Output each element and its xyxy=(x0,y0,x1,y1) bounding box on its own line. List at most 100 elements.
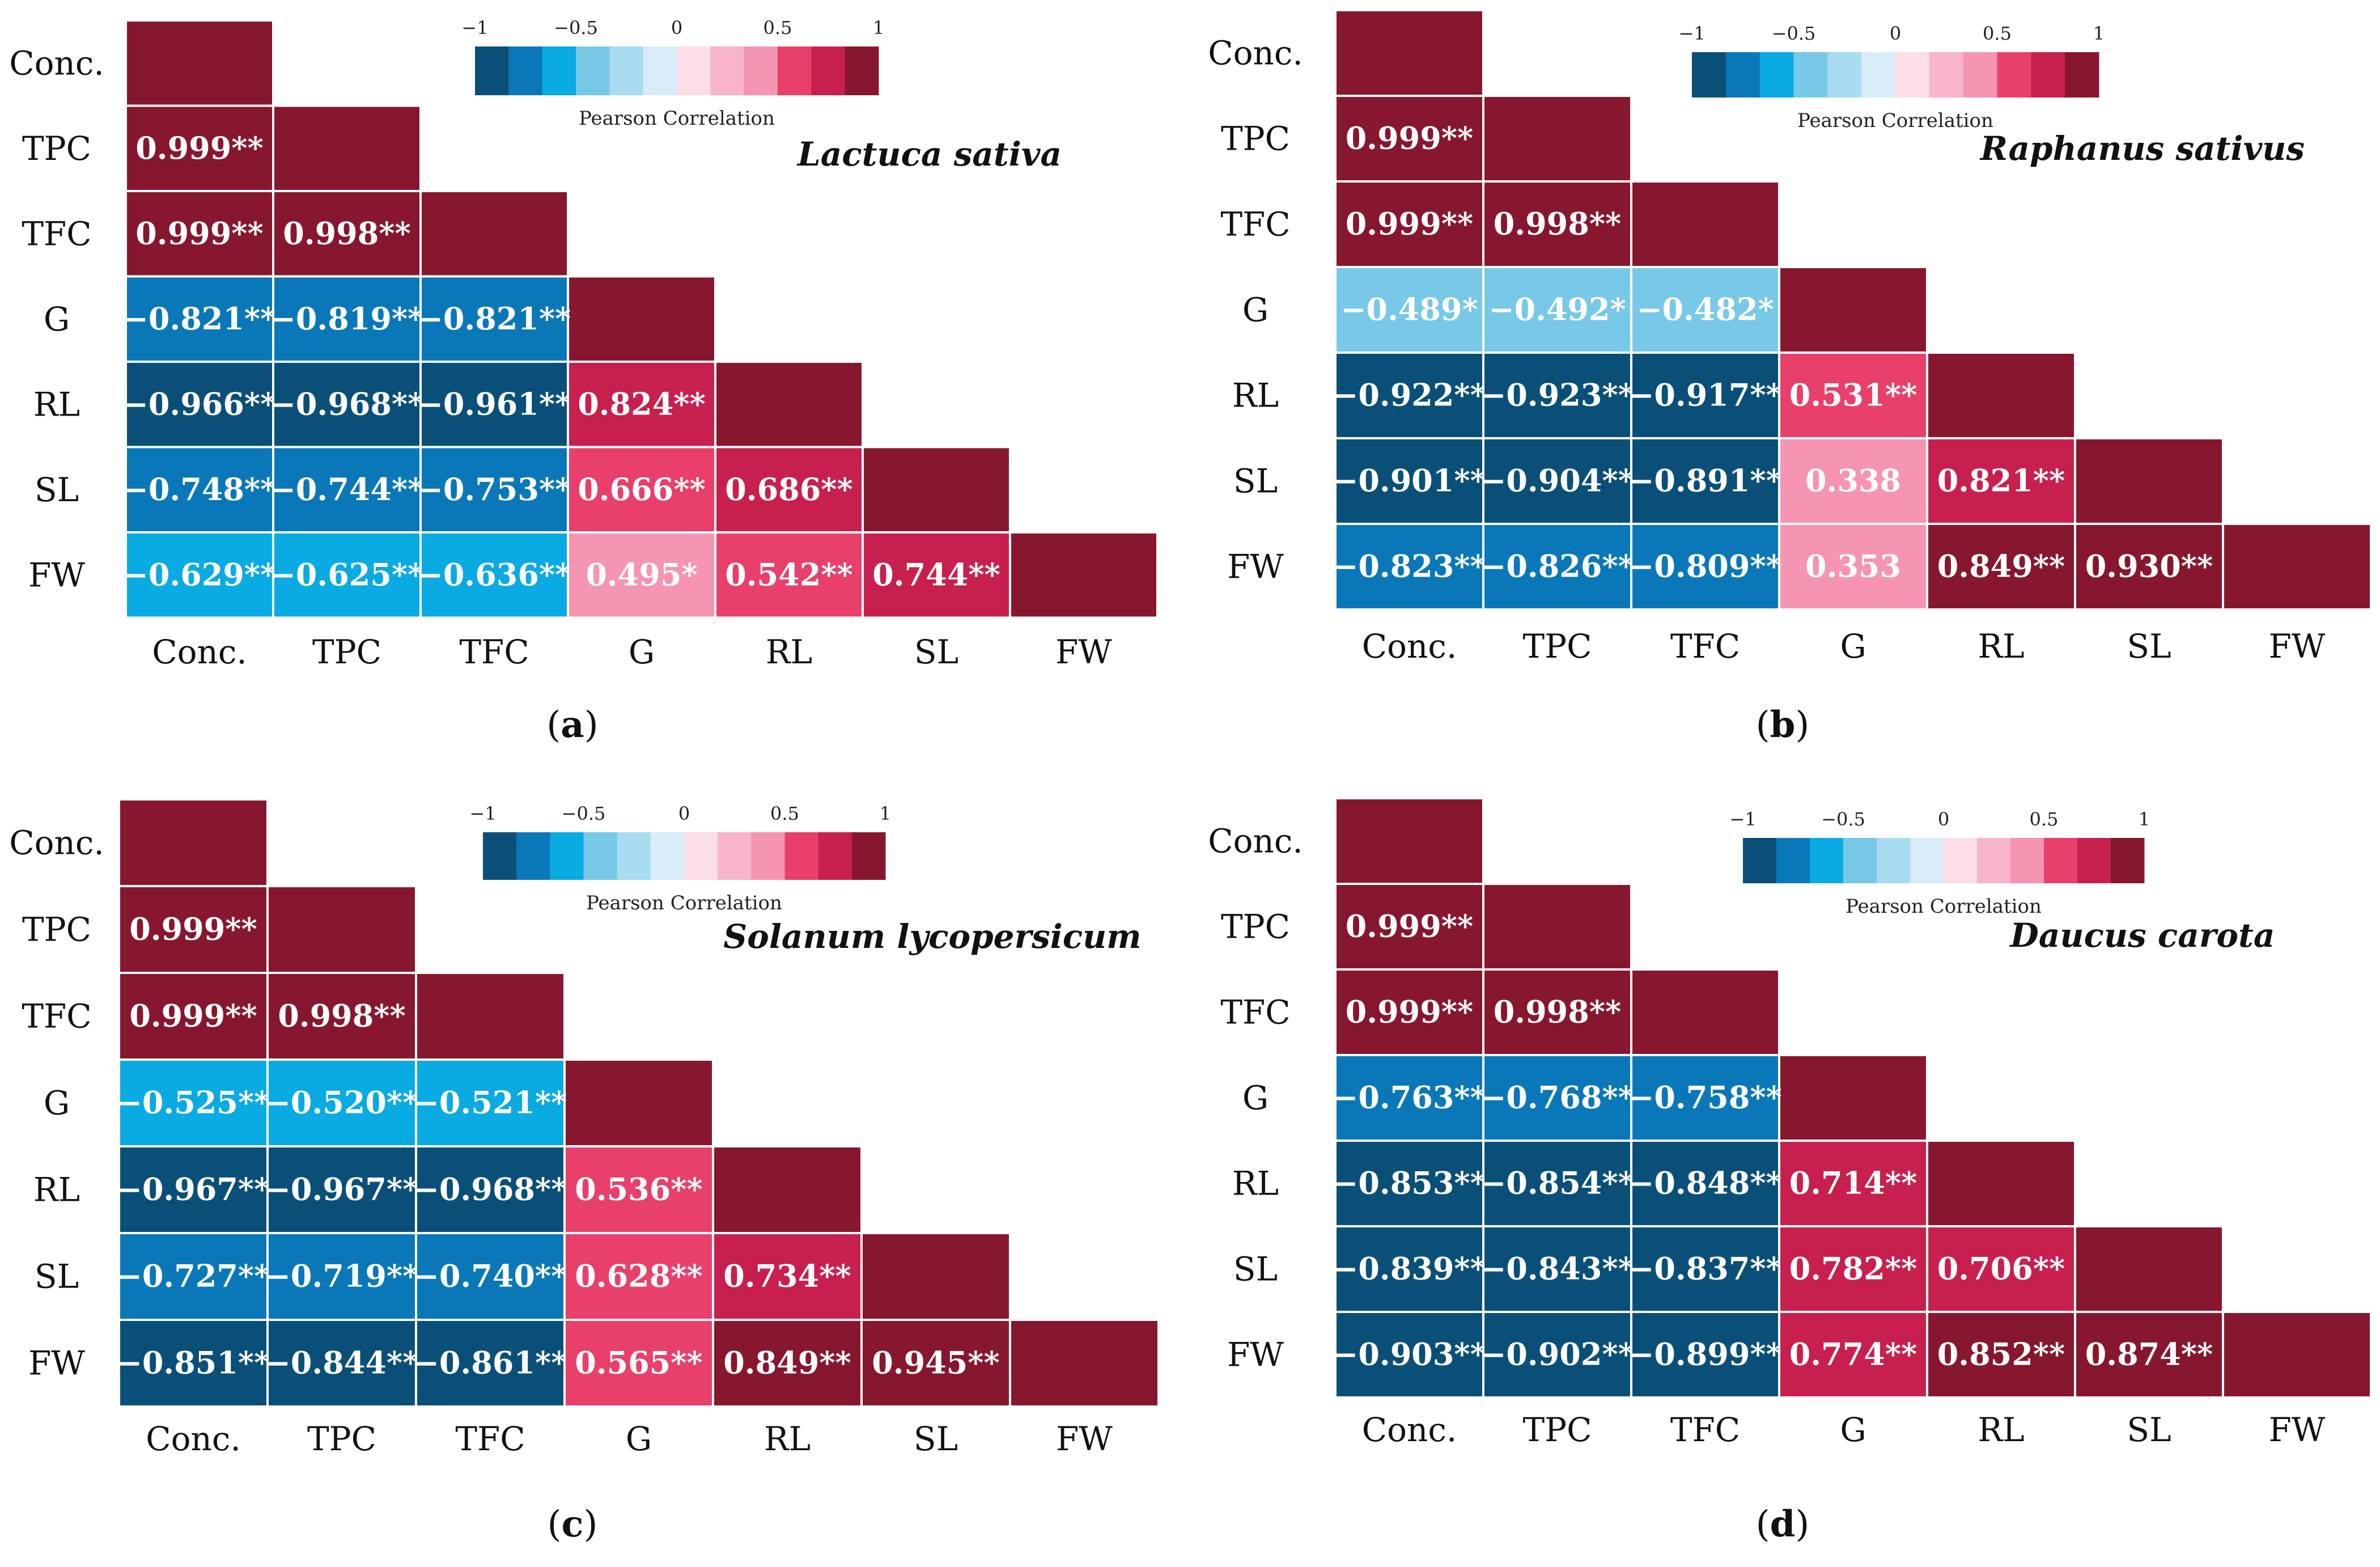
row-label: TFC xyxy=(1220,993,1290,1032)
colorbar-tick-label: 0.5 xyxy=(2030,808,2059,830)
column-label: TPC xyxy=(312,633,381,671)
colorbar-tick-label: 1 xyxy=(2093,23,2105,44)
heatmap-cell-label: −0.967** xyxy=(117,1171,270,1208)
heatmap-diagonal-cell xyxy=(1630,180,1780,268)
heatmap-cell-label: −0.854** xyxy=(1480,1165,1634,1201)
column-label: TFC xyxy=(1670,627,1740,666)
heatmap-cell xyxy=(1778,523,1928,611)
heatmap-cell xyxy=(1482,968,1632,1056)
heatmap-diagonal-cell xyxy=(1334,9,1484,97)
heatmap-diagonal-cell xyxy=(2074,437,2224,525)
colorbar-tick-label: −1 xyxy=(1729,808,1756,830)
heatmap-cell xyxy=(1334,1054,1484,1142)
colorbar-tick-label: 0 xyxy=(1890,23,1901,44)
colorbar-tick-label: 0.5 xyxy=(1983,23,2012,44)
heatmap-cell-label: 0.495* xyxy=(586,556,697,592)
heatmap-cell-label: −0.821** xyxy=(418,300,571,337)
column-label: RL xyxy=(1978,627,2024,666)
heatmap-cell xyxy=(266,972,417,1061)
row-label: TPC xyxy=(22,910,91,949)
heatmap-cell-label: −0.492* xyxy=(1488,291,1626,328)
column-label: Conc. xyxy=(152,633,247,671)
panel-label: (b) xyxy=(1756,704,1810,746)
column-label: FW xyxy=(1055,633,1112,671)
heatmap-diagonal-cell xyxy=(1926,351,2076,439)
heatmap-cell xyxy=(1926,1311,2076,1399)
heatmap-cell-label: 0.821** xyxy=(1937,463,2065,499)
heatmap-cell xyxy=(118,1232,269,1321)
heatmap-cell xyxy=(1630,1140,1780,1227)
colorbar-swatch xyxy=(1997,52,2031,98)
colorbar-swatch xyxy=(1861,52,1896,98)
colorbar-swatch xyxy=(710,46,745,95)
colorbar: −1 −0.5 0 0.5 1 Pearson Correlation xyxy=(461,17,884,130)
colorbar-swatch xyxy=(1827,52,1862,98)
heatmap-cell-label: 0.999** xyxy=(129,911,257,947)
column-label: Conc. xyxy=(1362,1411,1457,1449)
heatmap-cell-label: 0.999** xyxy=(129,998,257,1034)
colorbar-swatch xyxy=(1776,838,1810,883)
heatmap-cell-label: −0.899** xyxy=(1628,1336,1782,1373)
heatmap-cell-label: 0.774** xyxy=(1789,1336,1917,1373)
colorbar-swatch xyxy=(2031,52,2065,98)
heatmap-cell-label: 0.999** xyxy=(135,130,264,166)
colorbar-label: Pearson Correlation xyxy=(1797,109,1993,132)
column-label: RL xyxy=(766,633,812,671)
heatmap-cell xyxy=(860,1319,1011,1408)
heatmap-cell-label: −0.744** xyxy=(270,471,424,507)
heatmap-cell xyxy=(415,1232,566,1321)
heatmap-cell-label: −0.851** xyxy=(117,1345,270,1381)
heatmap-cell xyxy=(1334,1311,1484,1399)
colorbar-swatch xyxy=(1877,838,1911,883)
heatmap-cell xyxy=(2074,1311,2224,1399)
heatmap-cell xyxy=(712,1319,863,1408)
heatmap-cell-label: 0.565** xyxy=(575,1345,703,1381)
heatmap-cell-label: −0.740** xyxy=(414,1258,567,1294)
heatmap-cell xyxy=(266,1319,417,1408)
heatmap-cell-label: 0.849** xyxy=(723,1345,851,1381)
heatmap-cell xyxy=(1926,1225,2076,1313)
column-label: G xyxy=(1840,1411,1866,1449)
heatmap-panel-d: 0.999**0.999** 0.998**−0.763**−0.768**−0.… xyxy=(1208,797,2372,1545)
heatmap-cell-label: −0.809** xyxy=(1628,548,1782,585)
colorbar-swatch xyxy=(550,832,584,880)
colorbar-swatch xyxy=(1944,838,1978,883)
colorbar-tick-label: −0.5 xyxy=(554,17,598,39)
heatmap-cell xyxy=(563,1145,714,1234)
colorbar-swatch xyxy=(475,46,509,95)
column-label: TFC xyxy=(459,633,529,671)
heatmap-cell-label: −0.753** xyxy=(418,471,571,507)
heatmap-cell-label: −0.525** xyxy=(117,1085,270,1121)
row-label: RL xyxy=(33,385,80,423)
heatmap-cell-label: 0.930** xyxy=(2085,548,2213,585)
heatmap-cell xyxy=(125,531,274,619)
heatmap-diagonal-cell xyxy=(1334,797,1484,885)
colorbar-label: Pearson Correlation xyxy=(586,892,782,914)
heatmap-diagonal-cell xyxy=(712,1145,863,1234)
panel-title: Raphanus sativus xyxy=(1979,129,2305,168)
heatmap-cell-label: 0.998** xyxy=(1494,206,1622,242)
panel-title: Daucus carota xyxy=(2009,916,2275,955)
colorbar-swatch xyxy=(784,832,819,880)
heatmap-cell-label: 0.338 xyxy=(1805,463,1901,499)
heatmap-cell-label: −0.763** xyxy=(1333,1079,1486,1116)
colorbar-swatch xyxy=(1977,838,2011,883)
heatmap-cell xyxy=(1334,180,1484,268)
heatmap-cell-label: −0.967** xyxy=(265,1171,419,1208)
row-label: SL xyxy=(35,471,79,509)
colorbar-tick-label: −1 xyxy=(1678,23,1705,44)
colorbar-swatch xyxy=(617,832,651,880)
heatmap-cell xyxy=(1778,1140,1928,1227)
colorbar-swatch xyxy=(1910,838,1944,883)
colorbar-swatch xyxy=(508,46,543,95)
panel-label: (d) xyxy=(1756,1503,1810,1545)
heatmap-cell xyxy=(415,1145,566,1234)
colorbar-swatch xyxy=(851,832,886,880)
column-label: SL xyxy=(914,633,958,671)
heatmap-cell xyxy=(1482,523,1632,611)
heatmap-diagonal-cell xyxy=(1778,1054,1928,1142)
heatmap-cell-label: −0.489* xyxy=(1340,291,1478,328)
panel-label: (c) xyxy=(548,1503,598,1545)
colorbar-tick-label: 0 xyxy=(671,17,682,39)
heatmap-cell-label: −0.843** xyxy=(1480,1251,1634,1287)
